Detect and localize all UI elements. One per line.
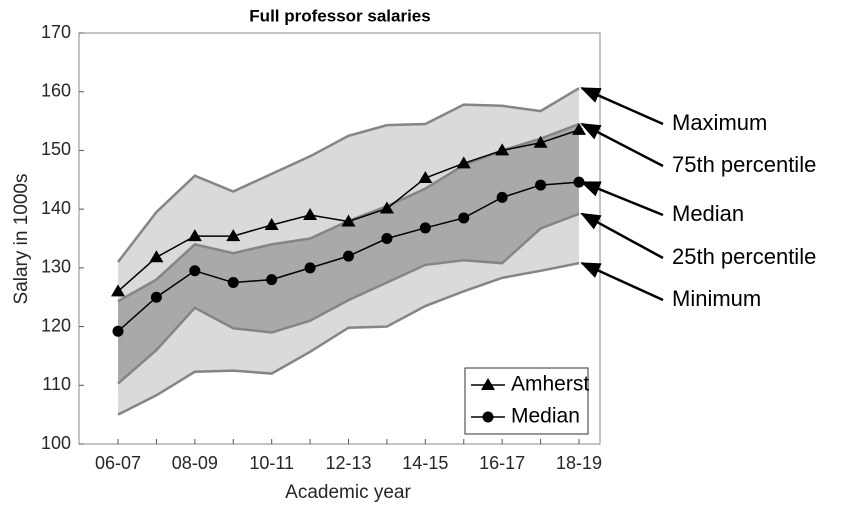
data-point (533, 135, 548, 148)
x-tick-label: 08-09 (172, 453, 218, 473)
data-point (111, 284, 125, 297)
data-point (227, 277, 239, 289)
annotation-arrow (580, 262, 664, 302)
data-point (226, 229, 241, 242)
plot-frame (78, 32, 601, 445)
x-tick-label: 10-11 (249, 453, 294, 473)
y-tick-label: 130 (41, 257, 71, 277)
x-tick-label: 18-19 (556, 453, 602, 473)
annotation-arrow (580, 180, 664, 217)
data-point (535, 179, 547, 191)
data-point (379, 201, 394, 214)
legend-label: Amherst (511, 373, 589, 396)
data-point (264, 217, 279, 230)
data-point (304, 262, 316, 274)
y-axis-label: Salary in 1000s (11, 174, 32, 305)
x-tick-label: 12-13 (325, 453, 371, 473)
y-tick-label: 170 (41, 22, 71, 42)
x-tick-label: 14-15 (402, 453, 448, 473)
legend-box (464, 367, 589, 435)
data-point (458, 212, 470, 224)
data-point (381, 233, 393, 244)
data-point (150, 291, 162, 303)
y-tick-label: 150 (41, 139, 71, 159)
data-point (189, 265, 201, 277)
annotation-arrow (580, 122, 664, 168)
legend-marker (481, 378, 495, 390)
data-point (149, 250, 164, 263)
data-point (341, 214, 356, 227)
band-line (117, 261, 580, 416)
y-tick-label: 120 (41, 315, 71, 335)
data-point (303, 208, 318, 221)
x-tick-label: 16-17 (479, 453, 525, 473)
chart-title: Full professor salaries (249, 6, 430, 25)
y-tick-label: 160 (41, 80, 71, 100)
legend-marker (482, 411, 494, 423)
annotation: 75th percentile (672, 152, 816, 177)
data-point (495, 143, 510, 156)
data-point (419, 222, 431, 234)
annotation: Maximum (672, 110, 767, 135)
annotation: Minimum (672, 286, 761, 311)
legend-label: Median (511, 405, 580, 428)
band-line (117, 87, 580, 263)
x-tick-label: 06-07 (95, 453, 141, 473)
annotation-arrow (580, 87, 664, 126)
annotation: Median (672, 201, 744, 226)
x-axis-label: Academic year (285, 482, 411, 503)
data-point (496, 191, 508, 203)
y-tick-label: 110 (42, 374, 71, 394)
data-point (112, 325, 124, 337)
data-point (456, 156, 471, 169)
annotation: 25th percentile (672, 244, 816, 269)
y-tick-label: 100 (41, 433, 71, 453)
data-point (266, 274, 278, 286)
data-point (343, 250, 354, 262)
band-line (117, 212, 580, 385)
y-tick-label: 140 (41, 198, 71, 218)
data-point (187, 229, 202, 242)
annotation-arrow (580, 212, 664, 260)
data-point (418, 171, 433, 184)
